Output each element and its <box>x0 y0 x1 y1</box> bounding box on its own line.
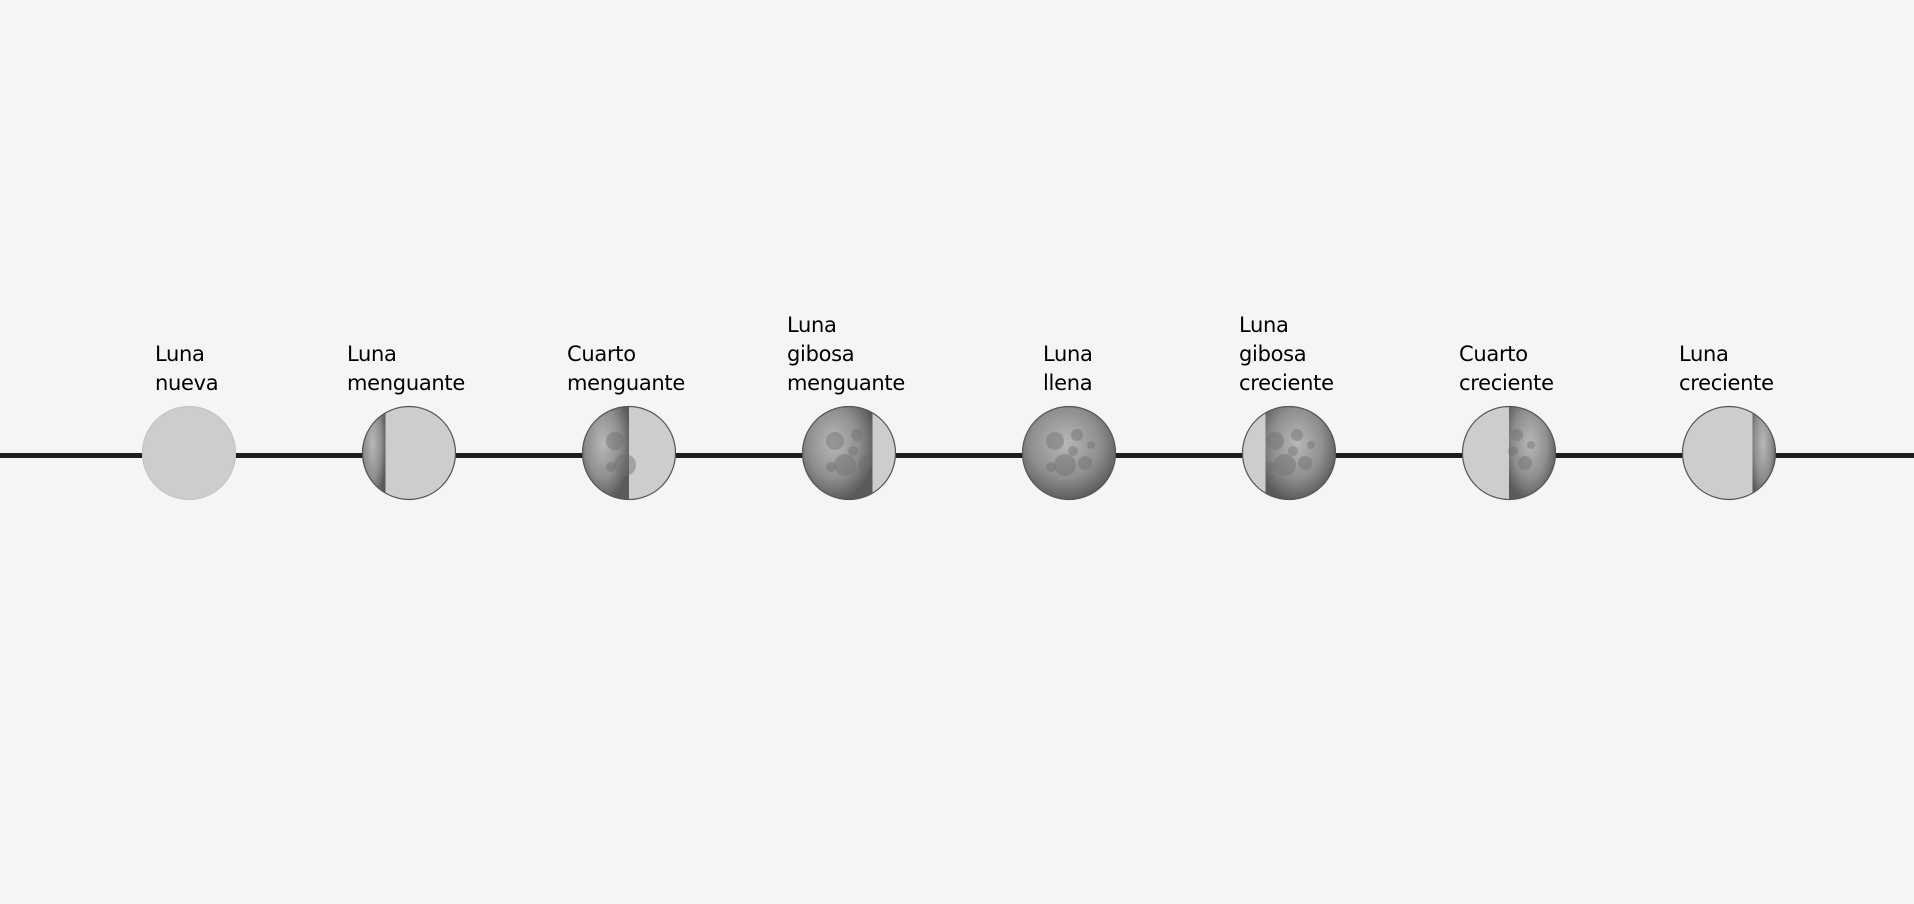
crater <box>606 462 616 472</box>
phase-label-line: Luna <box>1679 342 1729 366</box>
phase-label-line: menguante <box>347 371 465 395</box>
phase-label-line: creciente <box>1679 371 1774 395</box>
phase-label-line: Luna <box>787 313 837 337</box>
moon-rim <box>1461 405 1557 501</box>
crater <box>848 446 858 456</box>
moon-lit-area <box>1022 406 1116 500</box>
phase-label-line: Luna <box>1043 342 1093 366</box>
phase-label-line: Cuarto <box>1459 342 1528 366</box>
crater <box>1288 446 1298 456</box>
phase-item: Cuarto creciente <box>1459 0 1557 904</box>
crater <box>1291 429 1303 441</box>
crater <box>1527 441 1535 449</box>
crater <box>1068 446 1078 456</box>
phase-item: Luna creciente <box>1679 0 1777 904</box>
waxing-gibbous-moon-icon <box>1241 405 1337 501</box>
crater <box>1046 462 1056 472</box>
phase-item: Luna nueva <box>141 0 237 904</box>
crater <box>1518 456 1532 470</box>
phase-label-line: creciente <box>1459 371 1554 395</box>
phase-label: Luna gibosa creciente <box>1239 311 1399 398</box>
phase-label-line: llena <box>1043 371 1093 395</box>
crater <box>614 454 636 476</box>
crater <box>826 432 844 450</box>
moon-rim <box>141 405 237 501</box>
phase-label: Luna gibosa menguante <box>787 311 947 398</box>
moon-shadow <box>142 406 236 500</box>
moon-lit-area <box>1752 406 1776 500</box>
moon-lit-area <box>362 406 386 500</box>
full-moon-icon <box>1021 405 1117 501</box>
crater <box>1046 432 1064 450</box>
crater <box>606 432 624 450</box>
phase-label-line: menguante <box>567 371 685 395</box>
phase-label-line: Luna <box>155 342 205 366</box>
phase-item: Luna menguante <box>347 0 465 904</box>
crater <box>1307 441 1315 449</box>
phase-item: Luna gibosa creciente <box>1239 0 1337 904</box>
phase-label: Luna creciente <box>1679 340 1839 398</box>
phase-label-line: creciente <box>1239 371 1334 395</box>
moon-lit-area <box>582 406 629 500</box>
phase-label: Luna nueva <box>155 340 315 398</box>
waning-crescent-moon-icon <box>361 405 457 501</box>
crater <box>1511 429 1523 441</box>
new-moon-icon <box>141 405 237 501</box>
crater <box>1508 446 1518 456</box>
first-quarter-moon-icon <box>1461 405 1557 501</box>
crater <box>826 462 836 472</box>
crater <box>1298 456 1312 470</box>
phase-item: Luna gibosa menguante <box>787 0 905 904</box>
moon-lit-area <box>802 406 873 500</box>
crater <box>834 454 856 476</box>
crater <box>1078 456 1092 470</box>
last-quarter-moon-icon <box>581 405 677 501</box>
phase-label: Cuarto creciente <box>1459 340 1619 398</box>
moon-lit-area <box>1265 406 1336 500</box>
moon-rim <box>361 405 457 501</box>
phase-label-line: Luna <box>347 342 397 366</box>
phase-label: Luna menguante <box>347 340 507 398</box>
crater <box>851 429 863 441</box>
phase-label-line: Luna <box>1239 313 1289 337</box>
phase-label: Luna llena <box>1043 340 1203 398</box>
crater <box>1266 462 1276 472</box>
phase-label-line: gibosa <box>787 342 855 366</box>
phase-item: Luna llena <box>1021 0 1117 904</box>
phase-label-line: nueva <box>155 371 219 395</box>
phase-label-line: gibosa <box>1239 342 1307 366</box>
moon-rim <box>1021 405 1117 501</box>
waxing-crescent-moon-icon <box>1681 405 1777 501</box>
crater <box>1266 432 1284 450</box>
crater <box>1071 429 1083 441</box>
moon-rim <box>801 405 897 501</box>
crater <box>1054 454 1076 476</box>
phase-label: Cuarto menguante <box>567 340 727 398</box>
waning-gibbous-moon-icon <box>801 405 897 501</box>
phase-item: Cuarto menguante <box>567 0 685 904</box>
crater <box>858 456 872 470</box>
phase-label-line: menguante <box>787 371 905 395</box>
crater <box>1274 454 1296 476</box>
phase-label-line: Cuarto <box>567 342 636 366</box>
moon-rim <box>1241 405 1337 501</box>
timeline-track <box>0 453 1914 458</box>
moon-rim <box>1681 405 1777 501</box>
crater <box>1087 441 1095 449</box>
moon-rim <box>581 405 677 501</box>
